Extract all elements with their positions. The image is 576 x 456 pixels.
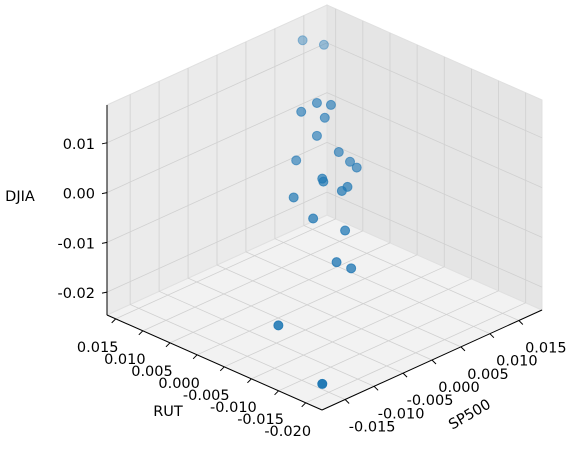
grid-line bbox=[106, 92, 328, 193]
x-tick-label: -0.015 bbox=[349, 419, 396, 435]
grid-line bbox=[326, 141, 543, 238]
z-tick bbox=[101, 291, 108, 294]
y-tick bbox=[219, 366, 225, 372]
y-tick bbox=[138, 330, 144, 336]
grid-line bbox=[278, 290, 499, 392]
x-tick-label: 0.000 bbox=[438, 380, 480, 396]
y-tick-label: 0.015 bbox=[77, 340, 119, 356]
y-tick bbox=[274, 390, 279, 396]
z-tick-label: -0.01 bbox=[57, 236, 95, 252]
point bbox=[297, 35, 308, 46]
point bbox=[308, 213, 319, 224]
x-tick bbox=[489, 333, 495, 339]
grid-line bbox=[326, 92, 543, 188]
grid-line bbox=[326, 191, 543, 288]
point bbox=[288, 192, 299, 203]
x-tick bbox=[344, 399, 350, 404]
point bbox=[346, 263, 357, 274]
point bbox=[311, 130, 322, 141]
z-tick-label: 0.00 bbox=[63, 187, 95, 203]
axes-3d bbox=[101, 4, 544, 411]
point bbox=[340, 225, 351, 236]
y-tick bbox=[247, 378, 252, 384]
z-tick-label: 0.01 bbox=[63, 137, 95, 153]
x-tick-label: 0.010 bbox=[496, 354, 538, 370]
x-tick bbox=[460, 346, 466, 352]
z-tick-label: -0.02 bbox=[57, 286, 95, 302]
grid-line bbox=[106, 42, 328, 144]
x-tick-label: 0.005 bbox=[467, 367, 509, 383]
x-tick bbox=[518, 320, 524, 325]
grid-line bbox=[115, 218, 336, 320]
y-tick-label: 0.010 bbox=[104, 352, 146, 368]
grid-line bbox=[326, 42, 543, 139]
y-tick bbox=[192, 354, 198, 360]
point bbox=[336, 185, 347, 196]
x-tick bbox=[373, 385, 379, 391]
grid-line bbox=[106, 191, 328, 293]
y-tick bbox=[165, 342, 171, 348]
point bbox=[317, 173, 328, 184]
z-tick bbox=[101, 142, 108, 145]
grid-line bbox=[305, 302, 526, 404]
y-tick-label: -0.015 bbox=[237, 412, 284, 428]
point bbox=[318, 39, 329, 50]
y-tick bbox=[301, 402, 307, 408]
y-axis-label: RUT bbox=[153, 404, 183, 420]
z-axis-label: DJIA bbox=[5, 189, 35, 205]
point bbox=[345, 156, 356, 167]
y-tick-label: 0.000 bbox=[158, 376, 200, 392]
x-tick-label: 0.015 bbox=[525, 341, 567, 357]
grid-line bbox=[196, 254, 418, 356]
x-tick bbox=[431, 359, 437, 365]
grid-line bbox=[251, 278, 472, 380]
grid-line bbox=[106, 141, 328, 243]
point bbox=[351, 162, 362, 173]
y-axis-line bbox=[106, 314, 323, 411]
pane-back-right bbox=[326, 4, 543, 311]
point bbox=[331, 257, 342, 268]
z-tick bbox=[101, 241, 108, 244]
point bbox=[333, 147, 344, 158]
point bbox=[325, 99, 336, 110]
grid-line bbox=[169, 242, 391, 344]
point bbox=[296, 106, 307, 117]
x-tick bbox=[402, 372, 408, 378]
x-tick-label: -0.010 bbox=[378, 406, 425, 422]
point bbox=[319, 112, 330, 123]
point bbox=[273, 320, 284, 331]
z-tick bbox=[101, 192, 108, 195]
point bbox=[317, 378, 328, 389]
point bbox=[311, 97, 322, 108]
grid-line bbox=[142, 230, 363, 332]
y-tick-label: 0.005 bbox=[131, 364, 173, 380]
y-tick-label: -0.020 bbox=[264, 424, 311, 440]
x-axis-line bbox=[321, 309, 543, 411]
grid-line bbox=[224, 266, 445, 368]
point bbox=[291, 155, 302, 166]
y-tick bbox=[111, 318, 117, 324]
y-tick-label: -0.010 bbox=[210, 400, 257, 416]
x-tick-label: -0.005 bbox=[407, 393, 454, 409]
y-tick-label: -0.005 bbox=[183, 388, 230, 404]
